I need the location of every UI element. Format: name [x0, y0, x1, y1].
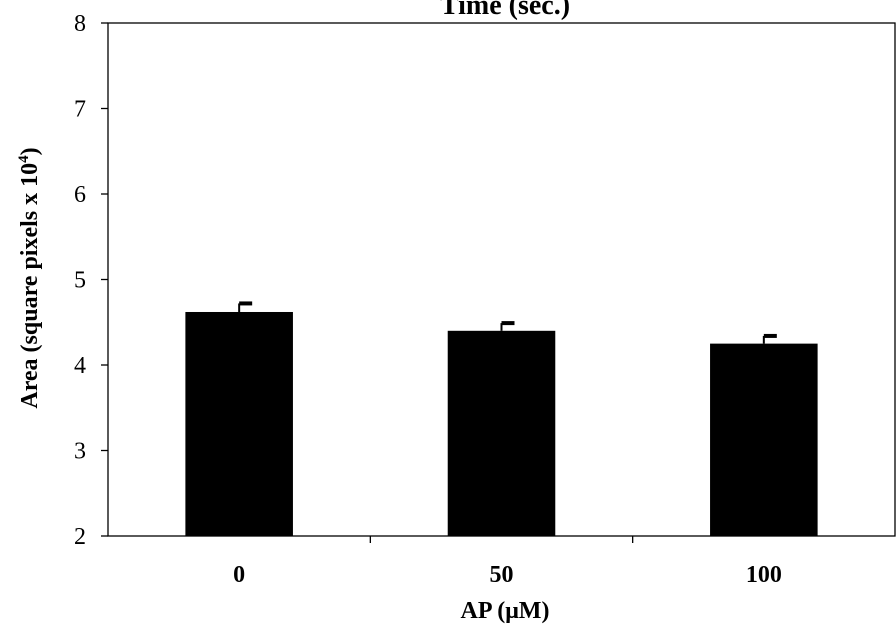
y-tick-label: 4 — [74, 353, 86, 379]
y-axis: 2 3 4 5 6 7 8 — [74, 11, 108, 550]
x-tick-label: 100 — [746, 562, 782, 588]
y-axis-label-main: Area (square pixels x 10 — [17, 163, 43, 409]
x-tick-label: 0 — [233, 562, 245, 588]
bar — [185, 311, 293, 536]
x-tick-label: 50 — [490, 562, 514, 588]
bar — [447, 330, 556, 536]
y-axis-label: Area (square pixels x 104) — [16, 147, 43, 408]
y-tick-label: 3 — [74, 439, 86, 465]
y-axis-label-exponent: 4 — [16, 155, 32, 163]
chart-title: Time (sec.) — [440, 0, 570, 21]
x-axis: 0 50 100 — [233, 536, 782, 588]
y-tick-label: 2 — [74, 524, 86, 550]
y-axis-label-end: ) — [17, 147, 43, 155]
y-tick-label: 6 — [74, 182, 86, 208]
bar — [710, 343, 818, 536]
y-tick-label: 7 — [74, 97, 86, 123]
x-axis-label: AP (μM) — [461, 598, 550, 624]
y-tick-label: 5 — [74, 268, 86, 294]
bar-series — [185, 301, 818, 536]
y-tick-label: 8 — [74, 11, 86, 37]
